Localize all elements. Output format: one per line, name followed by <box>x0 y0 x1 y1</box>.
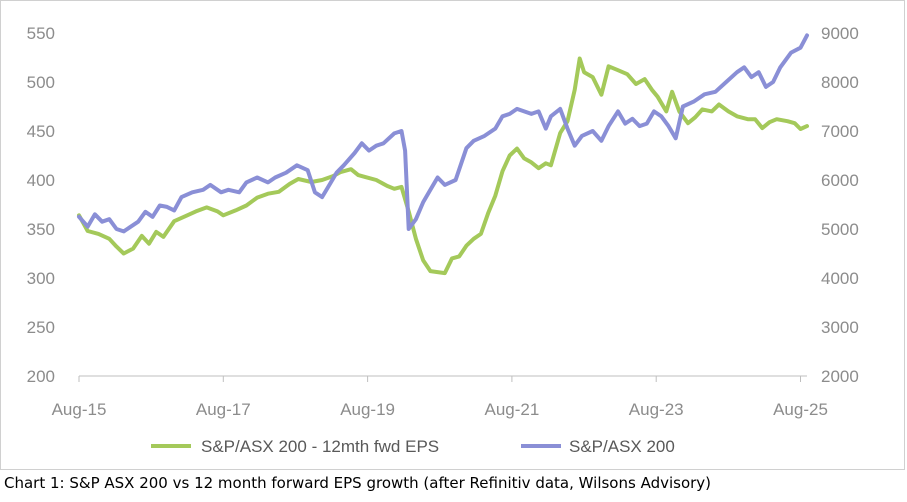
series-line-index <box>77 33 809 234</box>
y-left-tick-label: 550 <box>27 24 55 43</box>
y-left-tick-label: 300 <box>27 269 55 288</box>
y-right-tick-label: 2000 <box>821 367 859 386</box>
y-left-tick-label: 400 <box>27 171 55 190</box>
x-tick-label: Aug-19 <box>340 400 395 419</box>
line-chart: Aug-15 Aug-17 Aug-19 Aug-21 Aug-23 Aug-25 200 2… <box>27 24 859 456</box>
x-tick-label: Aug-17 <box>196 400 251 419</box>
y-right-tick-label: 6000 <box>821 171 859 190</box>
x-tick-label: Aug-25 <box>773 400 828 419</box>
series-line-eps <box>77 56 809 276</box>
legend-label-index: S&P/ASX 200 <box>569 437 675 456</box>
chart-caption: Chart 1: S&P ASX 200 vs 12 month forward… <box>4 474 712 492</box>
chart-container: Aug-15 Aug-17 Aug-19 Aug-21 Aug-23 Aug-25 200 2… <box>0 0 905 470</box>
y-right-tick-label: 5000 <box>821 220 859 239</box>
y-right-tick-label: 4000 <box>821 269 859 288</box>
y-left-tick-label: 450 <box>27 122 55 141</box>
x-tick-label: Aug-21 <box>484 400 539 419</box>
y-left-tick-label: 250 <box>27 318 55 337</box>
x-tick-label: Aug-15 <box>52 400 107 419</box>
y-right-tick-label: 8000 <box>821 73 859 92</box>
y-right-tick-label: 7000 <box>821 122 859 141</box>
y-right-tick-label: 9000 <box>821 24 859 43</box>
x-tick-label: Aug-23 <box>629 400 684 419</box>
y-left-tick-label: 350 <box>27 220 55 239</box>
legend-label-eps: S&P/ASX 200 - 12mth fwd EPS <box>201 437 439 456</box>
y-left-tick-label: 500 <box>27 73 55 92</box>
y-left-tick-label: 200 <box>27 367 55 386</box>
y-right-tick-label: 3000 <box>821 318 859 337</box>
